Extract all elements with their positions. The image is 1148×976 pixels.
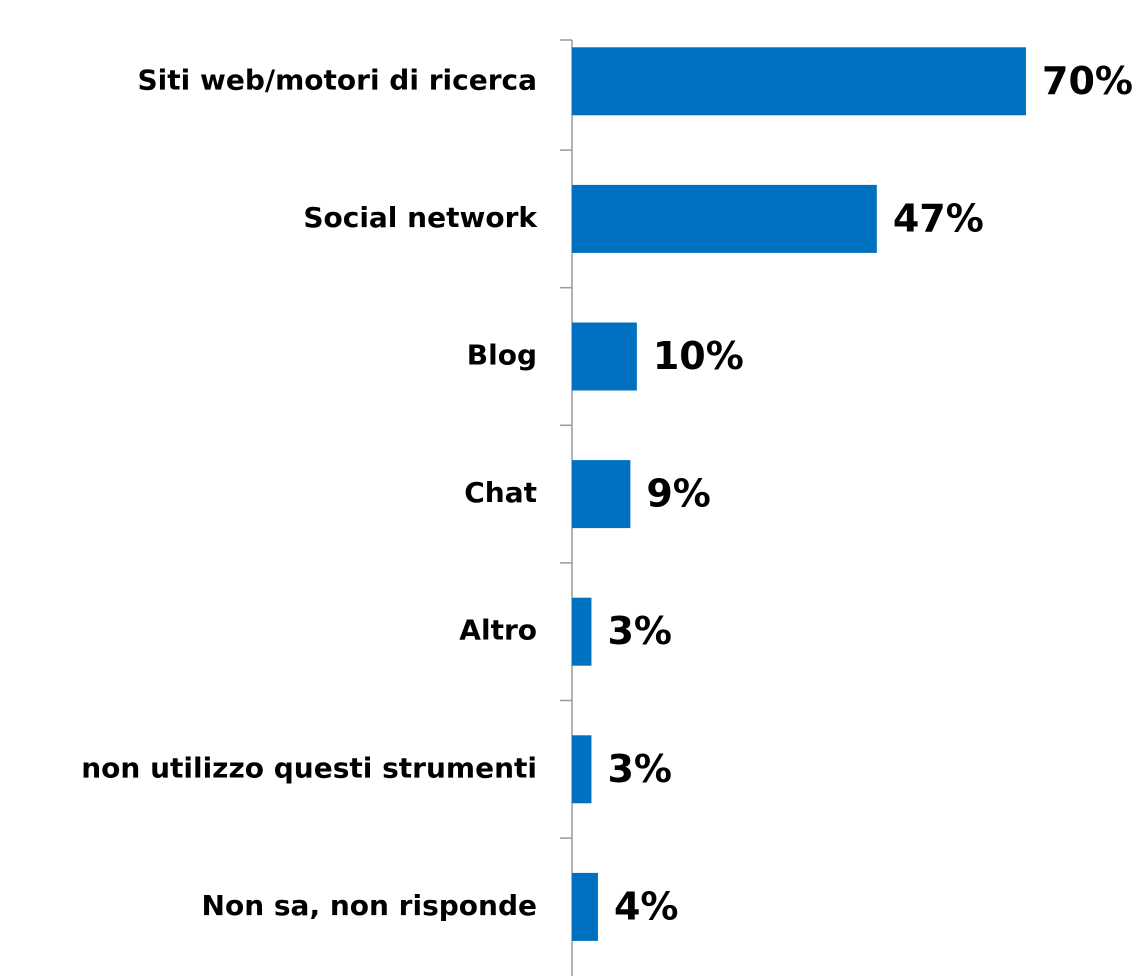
category-label: Siti web/motori di ricerca: [138, 63, 538, 96]
value-label: 70%: [1042, 59, 1133, 103]
category-label: Social network: [303, 201, 538, 234]
value-label: 10%: [653, 334, 744, 378]
category-label: Non sa, non risponde: [202, 889, 537, 922]
value-label: 47%: [893, 196, 984, 240]
bar: [572, 460, 631, 529]
bar: [572, 872, 598, 941]
bar: [572, 47, 1026, 116]
bar: [572, 735, 592, 804]
bar: [572, 597, 592, 666]
category-label: Chat: [464, 476, 537, 509]
value-label: 9%: [646, 472, 711, 516]
bar: [572, 322, 637, 391]
category-label: Blog: [467, 339, 537, 372]
category-label: non utilizzo questi strumenti: [81, 751, 537, 784]
category-label: Altro: [459, 614, 537, 647]
value-label: 3%: [607, 747, 672, 791]
bar: [572, 184, 877, 253]
value-label: 4%: [614, 884, 679, 928]
value-label: 3%: [607, 609, 672, 653]
